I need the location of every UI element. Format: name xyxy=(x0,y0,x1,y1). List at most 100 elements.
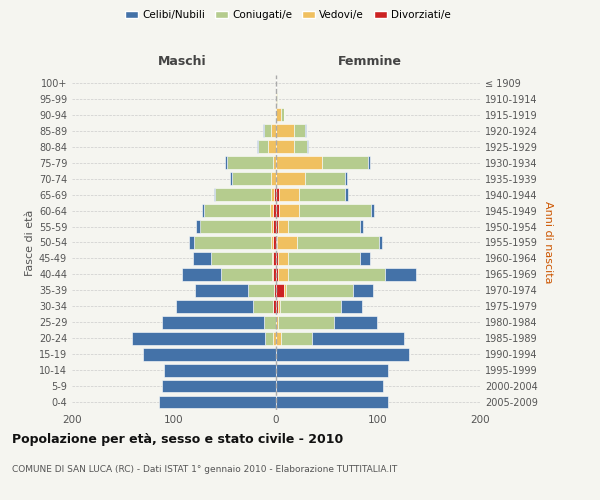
Bar xyxy=(359,220,362,233)
Bar xyxy=(341,300,362,312)
Bar xyxy=(334,316,377,328)
Bar xyxy=(182,268,221,281)
Bar xyxy=(276,220,278,233)
Bar xyxy=(265,332,273,344)
Bar xyxy=(227,156,273,169)
Bar xyxy=(143,348,276,360)
Bar xyxy=(273,204,276,217)
Bar xyxy=(273,332,276,344)
Bar xyxy=(368,156,370,169)
Bar xyxy=(276,316,278,328)
Bar xyxy=(276,108,281,122)
Bar xyxy=(312,332,404,344)
Bar xyxy=(276,124,295,137)
Bar xyxy=(270,204,273,217)
Bar xyxy=(196,220,199,233)
Bar xyxy=(268,140,276,153)
Text: Maschi: Maschi xyxy=(158,56,206,68)
Bar xyxy=(281,108,284,122)
Y-axis label: Fasce di età: Fasce di età xyxy=(25,210,35,276)
Bar xyxy=(276,268,278,281)
Bar xyxy=(264,124,271,137)
Bar xyxy=(276,188,279,201)
Bar xyxy=(176,300,253,312)
Text: Femmine: Femmine xyxy=(338,56,402,68)
Bar xyxy=(279,204,299,217)
Bar xyxy=(271,220,273,233)
Bar xyxy=(211,252,272,265)
Bar xyxy=(371,204,374,217)
Bar xyxy=(215,188,271,201)
Bar xyxy=(274,188,276,201)
Bar xyxy=(276,156,322,169)
Bar xyxy=(286,284,353,296)
Bar xyxy=(264,316,276,328)
Bar xyxy=(263,124,264,137)
Bar xyxy=(248,284,274,296)
Bar xyxy=(278,252,288,265)
Bar xyxy=(225,156,227,169)
Bar xyxy=(279,188,299,201)
Bar xyxy=(276,172,305,185)
Y-axis label: Anni di nascita: Anni di nascita xyxy=(543,201,553,284)
Bar xyxy=(232,172,271,185)
Bar xyxy=(379,236,382,249)
Bar xyxy=(164,364,276,376)
Bar xyxy=(322,156,368,169)
Bar xyxy=(253,300,273,312)
Bar xyxy=(276,236,277,249)
Bar xyxy=(346,172,347,185)
Bar xyxy=(284,284,286,296)
Bar xyxy=(221,268,272,281)
Bar xyxy=(276,284,284,296)
Bar xyxy=(276,380,383,392)
Bar xyxy=(162,316,264,328)
Bar xyxy=(346,188,349,201)
Bar xyxy=(273,252,276,265)
Bar xyxy=(202,204,203,217)
Bar xyxy=(280,300,341,312)
Bar xyxy=(276,252,278,265)
Bar xyxy=(272,252,273,265)
Bar xyxy=(298,236,379,249)
Bar xyxy=(276,364,388,376)
Bar xyxy=(276,300,278,312)
Bar xyxy=(273,236,276,249)
Bar xyxy=(271,172,276,185)
Bar xyxy=(299,204,371,217)
Bar xyxy=(278,268,288,281)
Bar xyxy=(158,396,276,408)
Bar xyxy=(385,268,416,281)
Bar xyxy=(214,188,215,201)
Bar xyxy=(162,380,276,392)
Bar xyxy=(305,172,346,185)
Bar xyxy=(273,300,276,312)
Text: Popolazione per età, sesso e stato civile - 2010: Popolazione per età, sesso e stato civil… xyxy=(12,432,343,446)
Bar xyxy=(278,220,288,233)
Bar xyxy=(299,188,346,201)
Bar xyxy=(276,332,281,344)
Bar xyxy=(199,220,271,233)
Bar xyxy=(295,140,307,153)
Bar xyxy=(307,140,308,153)
Bar xyxy=(281,332,312,344)
Text: COMUNE DI SAN LUCA (RC) - Dati ISTAT 1° gennaio 2010 - Elaborazione TUTTITALIA.I: COMUNE DI SAN LUCA (RC) - Dati ISTAT 1° … xyxy=(12,465,397,474)
Bar xyxy=(288,268,385,281)
Bar xyxy=(275,108,276,122)
Bar xyxy=(194,236,271,249)
Bar xyxy=(271,236,273,249)
Bar xyxy=(193,252,211,265)
Bar xyxy=(273,268,276,281)
Bar xyxy=(273,156,276,169)
Bar xyxy=(272,268,273,281)
Bar xyxy=(190,236,194,249)
Bar xyxy=(277,236,298,249)
Bar xyxy=(230,172,232,185)
Bar xyxy=(288,220,359,233)
Bar xyxy=(276,396,388,408)
Bar xyxy=(257,140,268,153)
Bar xyxy=(271,124,276,137)
Bar xyxy=(273,220,276,233)
Bar xyxy=(353,284,373,296)
Bar xyxy=(277,92,278,106)
